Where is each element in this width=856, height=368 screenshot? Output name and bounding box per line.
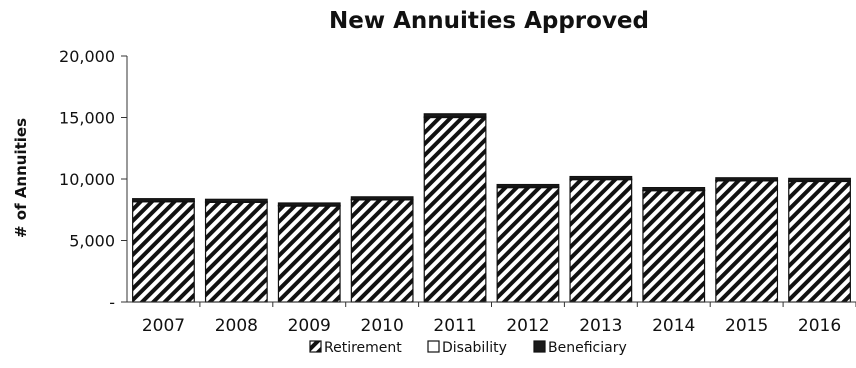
bar-beneficiary-2015 xyxy=(715,177,779,181)
x-tick-label: 2009 xyxy=(288,316,331,336)
bar-retirement-2008 xyxy=(204,201,268,303)
chart-title: New Annuities Approved xyxy=(329,8,649,34)
y-axis: - 5,000 10,000 15,000 20,000 xyxy=(59,47,128,312)
x-tick-label: 2012 xyxy=(506,316,549,336)
bar-beneficiary-2013 xyxy=(569,175,633,180)
y-tick-label: 20,000 xyxy=(59,47,115,66)
bar-retirement-2014 xyxy=(642,190,706,303)
x-axis: 2007 2008 2009 2010 2011 2012 2013 2014 2015 2016 xyxy=(127,301,856,336)
bar-retirement-2011 xyxy=(423,116,487,303)
x-tick-label: 2011 xyxy=(433,316,476,336)
bar-beneficiary-2008 xyxy=(204,198,268,203)
y-tick-label: 15,000 xyxy=(59,109,115,128)
bars xyxy=(132,113,851,303)
legend-swatch-beneficiary xyxy=(533,340,546,353)
y-tick-label: - xyxy=(109,293,115,312)
x-tick-label: 2007 xyxy=(142,316,185,336)
bar-retirement-2015 xyxy=(715,180,779,303)
bar-retirement-2010 xyxy=(350,199,414,303)
bar-beneficiary-2010 xyxy=(350,196,414,200)
bar-beneficiary-2009 xyxy=(277,202,341,207)
bar-beneficiary-2016 xyxy=(788,177,851,182)
bar-beneficiary-2011 xyxy=(423,113,487,118)
bar-beneficiary-2012 xyxy=(496,183,560,188)
x-tick-label: 2013 xyxy=(579,316,622,336)
bar-retirement-2016 xyxy=(788,180,851,303)
y-tick-label: 10,000 xyxy=(59,170,115,189)
legend-label-beneficiary: Beneficiary xyxy=(548,340,627,356)
x-tick-label: 2014 xyxy=(652,316,695,336)
legend-label-retirement: Retirement xyxy=(324,340,402,356)
bar-retirement-2009 xyxy=(277,205,341,303)
x-tick-label: 2015 xyxy=(725,316,768,336)
y-tick-label: 5,000 xyxy=(69,232,115,251)
bar-beneficiary-2014 xyxy=(642,187,706,191)
bar-beneficiary-2007 xyxy=(132,198,195,202)
legend-swatch-disability xyxy=(427,340,440,353)
x-tick-label: 2008 xyxy=(215,316,258,336)
y-axis-label: # of Annuities xyxy=(12,118,30,238)
bar-retirement-2007 xyxy=(132,201,195,303)
legend: Retirement Disability Beneficiary xyxy=(309,340,627,356)
legend-label-disability: Disability xyxy=(442,340,507,356)
x-tick-label: 2010 xyxy=(361,316,404,336)
legend-swatch-retirement xyxy=(309,340,322,353)
x-tick-label: 2016 xyxy=(798,316,841,336)
bar-retirement-2012 xyxy=(496,187,560,303)
bar-retirement-2013 xyxy=(569,179,633,303)
